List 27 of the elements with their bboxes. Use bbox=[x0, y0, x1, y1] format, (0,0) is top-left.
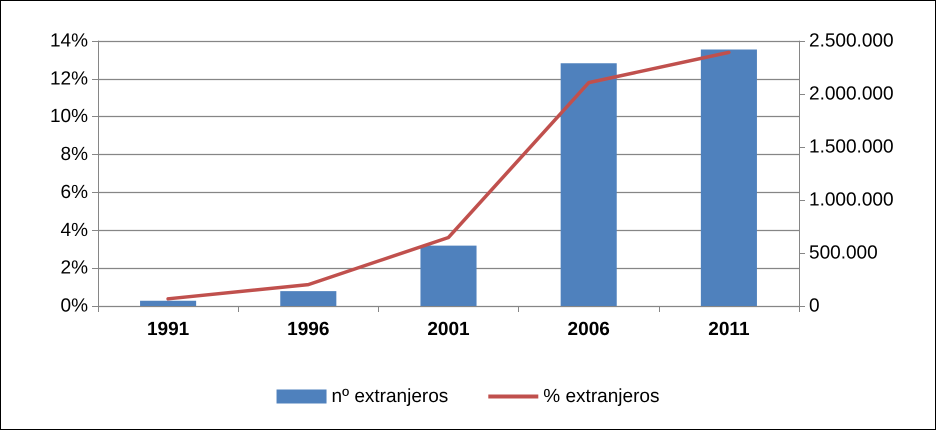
y-tick-label: 6% bbox=[60, 182, 88, 203]
y-tick-label: 10% bbox=[50, 106, 88, 128]
x-tick-label: 2011 bbox=[708, 319, 750, 340]
bar bbox=[560, 63, 617, 306]
y-tick-label: 8% bbox=[60, 144, 88, 166]
y2-tick-label: 1.500.000 bbox=[809, 136, 894, 158]
x-tick-label: 1991 bbox=[146, 319, 190, 340]
y-tick-label: 0% bbox=[60, 296, 88, 316]
legend-label: % extranjeros bbox=[543, 386, 660, 407]
y2-tick-label: 500.000 bbox=[809, 242, 878, 264]
y-tick-label: 12% bbox=[50, 68, 88, 90]
bar bbox=[140, 300, 196, 306]
x-tick-label: 2006 bbox=[568, 319, 610, 340]
x-tick-label: 1996 bbox=[287, 319, 330, 340]
bar bbox=[280, 291, 336, 306]
line-series bbox=[166, 50, 731, 301]
y2-tick-label: 0 bbox=[809, 296, 820, 316]
y-tick-label: 14% bbox=[50, 30, 88, 52]
y2-tick-label: 2.500.000 bbox=[809, 30, 894, 52]
bar bbox=[700, 49, 757, 306]
y-tick-label: 4% bbox=[60, 220, 88, 241]
y-tick-label: 2% bbox=[60, 258, 88, 279]
y2-tick-label: 2.000.000 bbox=[809, 84, 894, 104]
x-tick-label: 2001 bbox=[427, 319, 470, 340]
bar bbox=[420, 246, 477, 306]
y2-tick-label: 1.000.000 bbox=[809, 190, 894, 210]
legend-label: nº extranjeros bbox=[332, 386, 448, 407]
